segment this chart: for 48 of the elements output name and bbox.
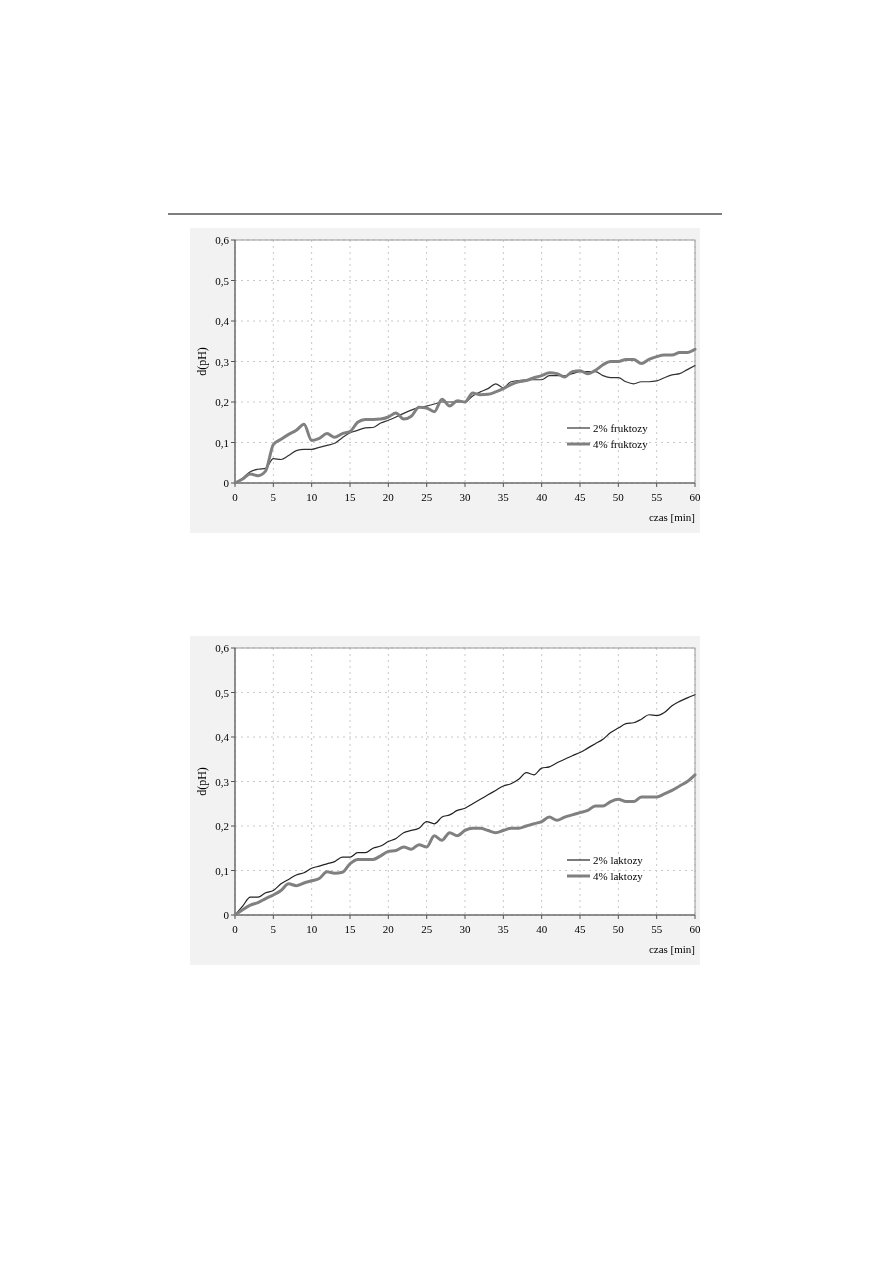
x-tick-label: 20 <box>382 491 395 503</box>
x-tick-label: 55 <box>651 923 663 935</box>
x-tick-label: 25 <box>421 491 433 503</box>
y-tick-label: 0,6 <box>215 234 230 246</box>
y-tick-label: 0,2 <box>215 820 229 832</box>
x-tick-label: 60 <box>689 923 701 935</box>
x-tick-label: 35 <box>497 923 510 935</box>
y-tick-label: 0,4 <box>215 731 230 743</box>
x-tick-label: 50 <box>612 923 625 935</box>
legend-label: 2% laktozy <box>593 854 644 866</box>
y-tick-label: 0,1 <box>215 864 229 877</box>
x-tick-label: 55 <box>651 491 663 503</box>
y-tick-label: 0,5 <box>215 686 230 699</box>
x-axis-title: czas [min] <box>648 511 695 523</box>
x-tick-label: 30 <box>459 923 471 935</box>
legend-label: 4% laktozy <box>593 870 644 882</box>
x-tick-label: 45 <box>574 923 586 935</box>
x-tick-label: 0 <box>232 491 239 503</box>
x-tick-label: 5 <box>270 923 277 935</box>
x-tick-label: 0 <box>232 923 239 935</box>
x-tick-label: 10 <box>306 491 318 503</box>
x-tick-label: 30 <box>459 491 471 503</box>
x-tick-label: 60 <box>689 491 701 503</box>
y-tick-label: 0 <box>223 477 230 489</box>
legend-label: 4% fruktozy <box>593 438 649 450</box>
x-tick-label: 40 <box>536 491 548 503</box>
y-tick-label: 0 <box>223 909 230 921</box>
x-tick-label: 20 <box>382 923 395 935</box>
legend-label: 2% fruktozy <box>593 422 649 434</box>
y-tick-label: 0,1 <box>215 436 229 449</box>
y-tick-label: 0,6 <box>215 642 230 654</box>
y-tick-label: 0,3 <box>215 355 230 368</box>
y-tick-label: 0,4 <box>215 315 230 327</box>
y-tick-label: 0,3 <box>215 775 230 788</box>
x-tick-label: 50 <box>612 491 625 503</box>
x-tick-label: 40 <box>536 923 548 935</box>
x-tick-label: 10 <box>306 923 318 935</box>
x-tick-label: 35 <box>497 491 510 503</box>
y-tick-label: 0,5 <box>215 274 230 287</box>
x-tick-label: 5 <box>270 491 277 503</box>
x-axis-title: czas [min] <box>648 943 695 955</box>
y-axis-title: d(pH) <box>195 767 209 796</box>
x-tick-label: 45 <box>574 491 586 503</box>
y-tick-label: 0,2 <box>215 396 229 408</box>
x-tick-label: 25 <box>421 923 433 935</box>
x-tick-label: 15 <box>344 923 356 935</box>
x-tick-label: 15 <box>344 491 356 503</box>
y-axis-title: d(pH) <box>195 347 209 376</box>
